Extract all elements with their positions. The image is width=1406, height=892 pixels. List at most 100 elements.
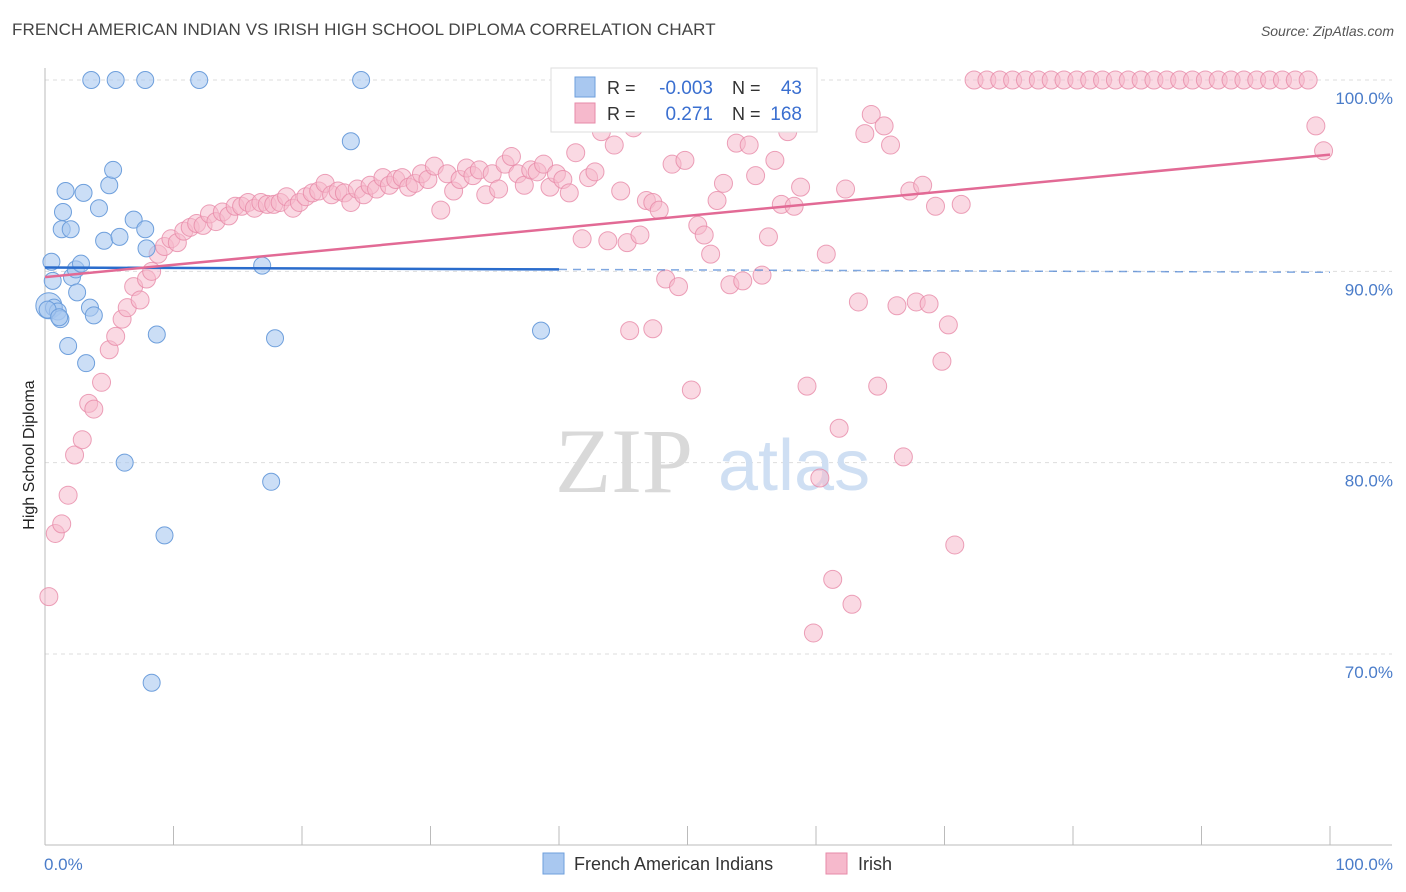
french-american-indian-point: [84, 306, 103, 325]
french-american-indian-point: [56, 181, 75, 200]
irish-point: [791, 177, 811, 197]
french-american-indian-point: [59, 336, 78, 355]
french-american-indian-point: [137, 239, 156, 258]
legend-swatch-irish: [825, 852, 848, 875]
french-american-indian-point: [53, 203, 72, 222]
irish-point: [142, 261, 162, 281]
zipatlas-watermark: ZIP atlas: [555, 410, 870, 512]
french-american-indian-point: [262, 472, 281, 491]
stats-legend: R = -0.003 N = 43 R = 0.271 N = 168: [550, 67, 818, 133]
irish-point: [739, 135, 759, 155]
irish-point: [1298, 70, 1318, 90]
irish-point: [39, 587, 59, 607]
french-american-indian-point: [155, 526, 174, 545]
irish-point: [713, 173, 733, 193]
french-american-indian-point: [71, 254, 90, 273]
irish-point: [681, 380, 701, 400]
irish-point: [803, 623, 823, 643]
irish-point: [758, 227, 778, 247]
irish-point: [1314, 141, 1334, 161]
irish-point: [694, 225, 714, 245]
irish-point: [643, 319, 663, 339]
irish-point: [585, 162, 605, 182]
x-tick-label-min: 0.0%: [44, 855, 83, 874]
irish-point: [881, 135, 901, 155]
y-tick-label: 80.0%: [1345, 472, 1393, 491]
legend-r-value-blue: -0.003: [659, 78, 713, 99]
irish-point: [630, 225, 650, 245]
irish-point: [501, 147, 521, 167]
french-american-indian-point: [124, 210, 143, 229]
y-tick-label: 70.0%: [1345, 663, 1393, 682]
irish-point: [893, 447, 913, 467]
pink-trend-line: [44, 153, 1331, 279]
irish-point: [926, 196, 946, 216]
french-american-indian-point: [68, 283, 87, 302]
irish-point: [887, 296, 907, 316]
french-american-indian-point: [61, 220, 80, 239]
legend-r-value-pink: 0.271: [665, 104, 713, 125]
irish-point: [707, 191, 727, 211]
irish-point: [92, 372, 112, 392]
legend-swatch-french-american-indians: [542, 852, 565, 875]
irish-point: [701, 244, 721, 264]
irish-point: [765, 150, 785, 170]
french-american-indian-point: [42, 252, 61, 271]
french-american-indian-point: [352, 71, 371, 89]
trend-lines: [44, 153, 1331, 279]
irish-point: [649, 200, 669, 220]
french-american-indian-point: [82, 71, 101, 89]
source-label: Source: ZipAtlas.com: [1260, 23, 1394, 39]
irish-point: [823, 569, 843, 589]
legend-n-value-pink: 168: [770, 104, 802, 125]
french-american-indian-point: [104, 160, 123, 179]
legend-label-irish: Irish: [858, 854, 892, 874]
irish-point: [868, 376, 888, 396]
french-american-indian-point: [266, 329, 285, 348]
irish-point: [611, 181, 631, 201]
irish-point: [816, 244, 836, 264]
french-american-indian-point: [142, 673, 161, 692]
french-american-indian-point: [89, 199, 108, 218]
irish-point: [431, 200, 451, 220]
irish-point: [559, 183, 579, 203]
french-american-indian-point: [136, 220, 155, 239]
grid: [45, 79, 1392, 655]
legend-n-value-blue: 43: [781, 78, 802, 99]
irish-point: [58, 485, 78, 505]
irish-point: [733, 271, 753, 291]
irish-point: [919, 294, 939, 314]
irish-point: [855, 124, 875, 144]
irish-point: [752, 265, 772, 285]
irish-point: [746, 166, 766, 186]
french-american-indian-point: [115, 453, 134, 472]
irish-point: [566, 143, 586, 163]
irish-point: [130, 290, 150, 310]
french-american-indian-point: [50, 308, 69, 327]
irish-point: [836, 179, 856, 199]
french-american-indian-point: [74, 183, 93, 202]
watermark-zip: ZIP: [555, 410, 693, 512]
irish-point: [65, 445, 85, 465]
irish-point: [932, 351, 952, 371]
irish-point: [945, 535, 965, 555]
french-american-indian-point: [136, 71, 155, 89]
irish-point: [572, 229, 592, 249]
y-axis-label: High School Diploma: [21, 380, 38, 530]
pink-swatch: [574, 102, 596, 124]
french-american-indian-point: [77, 354, 96, 373]
blue-trend-line-extension: [558, 268, 1331, 274]
irish-point: [669, 277, 689, 297]
blue-swatch: [574, 76, 596, 98]
legend-r-label-blue: R =: [607, 78, 636, 98]
irish-point: [106, 326, 126, 346]
irish-point: [604, 135, 624, 155]
french-american-indian-point: [110, 227, 129, 246]
irish-point: [810, 468, 830, 488]
irish-point: [84, 399, 104, 419]
irish-point: [842, 594, 862, 614]
irish-point: [829, 418, 849, 438]
x-tick-label-max: 100.0%: [1335, 855, 1393, 874]
irish-point: [861, 104, 881, 124]
